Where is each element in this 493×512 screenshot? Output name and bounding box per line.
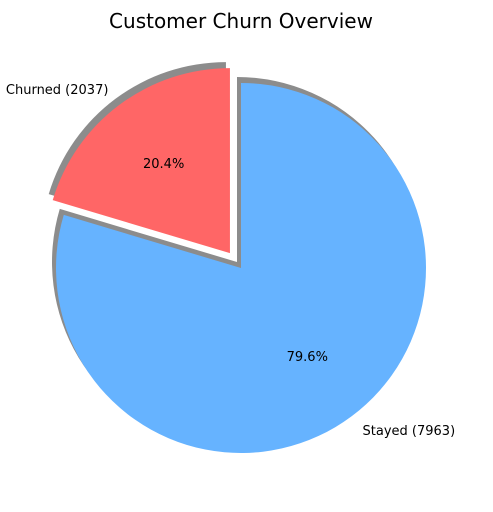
slice-percent-churned: 20.4%	[143, 157, 184, 172]
slice-stayed	[56, 83, 427, 453]
slice-layer	[52, 68, 427, 453]
slice-label-stayed: Stayed (7963)	[363, 424, 456, 439]
label-layer: Churned (2037) Stayed (7963) 20.4% 79.6%	[6, 83, 455, 439]
chart-title: Customer Churn Overview	[109, 9, 373, 33]
slice-churned	[52, 68, 230, 254]
slice-percent-stayed: 79.6%	[287, 350, 328, 365]
slice-label-churned: Churned (2037)	[6, 83, 109, 98]
